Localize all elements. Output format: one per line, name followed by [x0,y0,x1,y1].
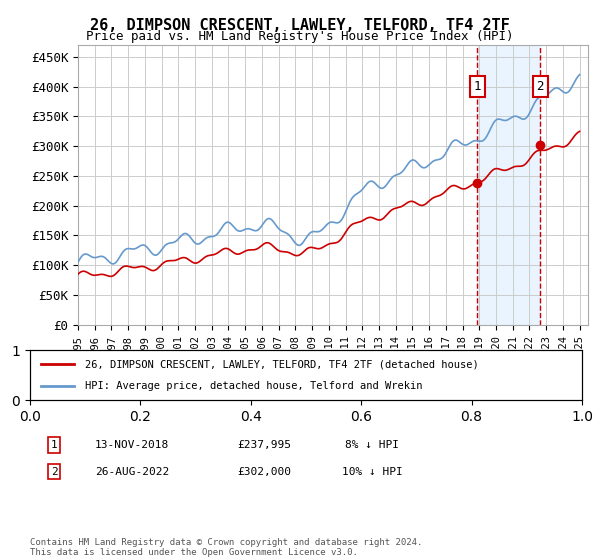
Text: 1: 1 [50,440,58,450]
Text: £302,000: £302,000 [237,466,291,477]
Text: Price paid vs. HM Land Registry's House Price Index (HPI): Price paid vs. HM Land Registry's House … [86,30,514,43]
Text: 13-NOV-2018: 13-NOV-2018 [95,440,169,450]
Text: 8% ↓ HPI: 8% ↓ HPI [345,440,399,450]
Text: Contains HM Land Registry data © Crown copyright and database right 2024.
This d: Contains HM Land Registry data © Crown c… [30,538,422,557]
Text: 26-AUG-2022: 26-AUG-2022 [95,466,169,477]
Text: 1: 1 [473,80,481,93]
Text: £237,995: £237,995 [237,440,291,450]
Text: 26, DIMPSON CRESCENT, LAWLEY, TELFORD, TF4 2TF: 26, DIMPSON CRESCENT, LAWLEY, TELFORD, T… [90,18,510,33]
Text: 26, DIMPSON CRESCENT, LAWLEY, TELFORD, TF4 2TF (detached house): 26, DIMPSON CRESCENT, LAWLEY, TELFORD, T… [85,359,479,369]
Text: 2: 2 [536,80,544,93]
Text: 10% ↓ HPI: 10% ↓ HPI [341,466,403,477]
Text: 2: 2 [50,466,58,477]
Bar [477,45,541,325]
Text: HPI: Average price, detached house, Telford and Wrekin: HPI: Average price, detached house, Telf… [85,381,422,391]
